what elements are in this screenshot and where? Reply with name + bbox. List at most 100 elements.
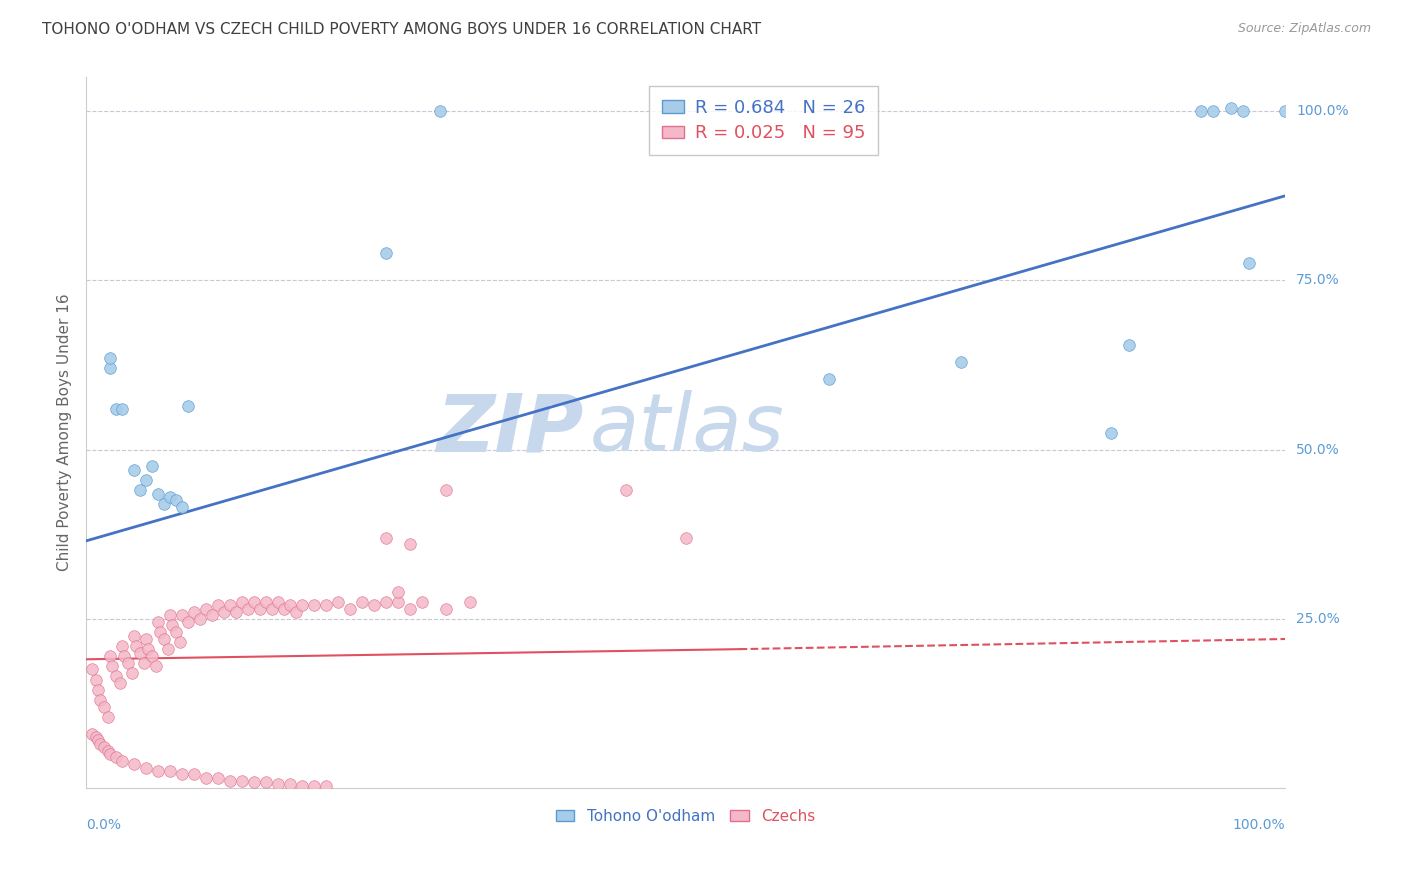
Point [267, 595, 290, 609]
Point [111, 754, 134, 768]
Text: 100.0%: 100.0% [1296, 104, 1348, 119]
Point [101, 659, 124, 673]
Point [98, 361, 121, 376]
Point [105, 750, 128, 764]
Point [194, 601, 217, 615]
Point [339, 601, 361, 615]
Point [89, 693, 111, 707]
Point [363, 598, 385, 612]
Point [326, 595, 349, 609]
Text: 0.0%: 0.0% [86, 818, 121, 832]
Point [675, 531, 697, 545]
Point [135, 473, 157, 487]
Point [156, 642, 179, 657]
Point [159, 608, 181, 623]
Point [165, 493, 187, 508]
Point [177, 399, 200, 413]
Point [135, 632, 157, 646]
Point [302, 779, 325, 793]
Point [153, 497, 176, 511]
Point [207, 771, 229, 785]
Point [111, 639, 134, 653]
Point [254, 595, 277, 609]
Y-axis label: Child Poverty Among Boys Under 16: Child Poverty Among Boys Under 16 [58, 293, 72, 572]
Point [188, 612, 211, 626]
Point [219, 598, 242, 612]
Point [138, 642, 160, 657]
Text: atlas: atlas [589, 390, 785, 468]
Point [1189, 104, 1212, 119]
Point [1237, 256, 1260, 270]
Point [236, 601, 259, 615]
Point [260, 601, 283, 615]
Point [374, 531, 396, 545]
Point [212, 605, 235, 619]
Point [80, 662, 103, 676]
Point [1220, 101, 1243, 115]
Point [243, 595, 266, 609]
Point [387, 595, 409, 609]
Text: 75.0%: 75.0% [1296, 274, 1340, 287]
Point [291, 779, 314, 793]
Text: 25.0%: 25.0% [1296, 612, 1340, 625]
Point [114, 648, 136, 663]
Point [231, 774, 253, 789]
Point [122, 463, 145, 477]
Point [170, 608, 193, 623]
Point [249, 601, 271, 615]
Point [129, 483, 152, 497]
Point [129, 646, 152, 660]
Point [125, 639, 148, 653]
Text: ZIP: ZIP [436, 390, 583, 468]
Point [146, 486, 169, 500]
Point [177, 615, 200, 629]
Point [411, 595, 433, 609]
Point [108, 676, 131, 690]
Text: Source: ZipAtlas.com: Source: ZipAtlas.com [1237, 22, 1371, 36]
Point [93, 740, 115, 755]
Point [149, 625, 172, 640]
Point [267, 777, 290, 791]
Point [117, 656, 139, 670]
Point [950, 354, 973, 368]
Point [87, 733, 110, 747]
Point [1202, 104, 1225, 119]
Point [122, 757, 145, 772]
Point [225, 605, 247, 619]
Point [278, 777, 301, 791]
Point [243, 775, 266, 789]
Point [98, 351, 121, 366]
Point [1099, 425, 1122, 440]
Point [231, 595, 253, 609]
Point [153, 632, 176, 646]
Point [273, 601, 295, 615]
Point [97, 710, 120, 724]
Point [284, 605, 307, 619]
Point [194, 771, 217, 785]
Point [141, 648, 163, 663]
Point [1118, 337, 1140, 351]
Point [165, 625, 187, 640]
Point [818, 371, 841, 385]
Point [201, 608, 224, 623]
Point [84, 730, 107, 744]
Point [1274, 104, 1296, 119]
Point [89, 737, 111, 751]
Point [84, 673, 107, 687]
Point [278, 598, 301, 612]
Point [169, 635, 191, 649]
Point [111, 401, 134, 416]
Point [429, 104, 451, 119]
Point [93, 699, 115, 714]
Point [98, 747, 121, 761]
Point [434, 483, 457, 497]
Point [170, 767, 193, 781]
Point [458, 595, 481, 609]
Point [350, 595, 373, 609]
Point [105, 669, 128, 683]
Point [159, 764, 181, 778]
Point [387, 584, 409, 599]
Point [207, 598, 229, 612]
Legend: Tohono O'odham, Czechs: Tohono O'odham, Czechs [550, 803, 821, 830]
Text: TOHONO O'ODHAM VS CZECH CHILD POVERTY AMONG BOYS UNDER 16 CORRELATION CHART: TOHONO O'ODHAM VS CZECH CHILD POVERTY AM… [42, 22, 761, 37]
